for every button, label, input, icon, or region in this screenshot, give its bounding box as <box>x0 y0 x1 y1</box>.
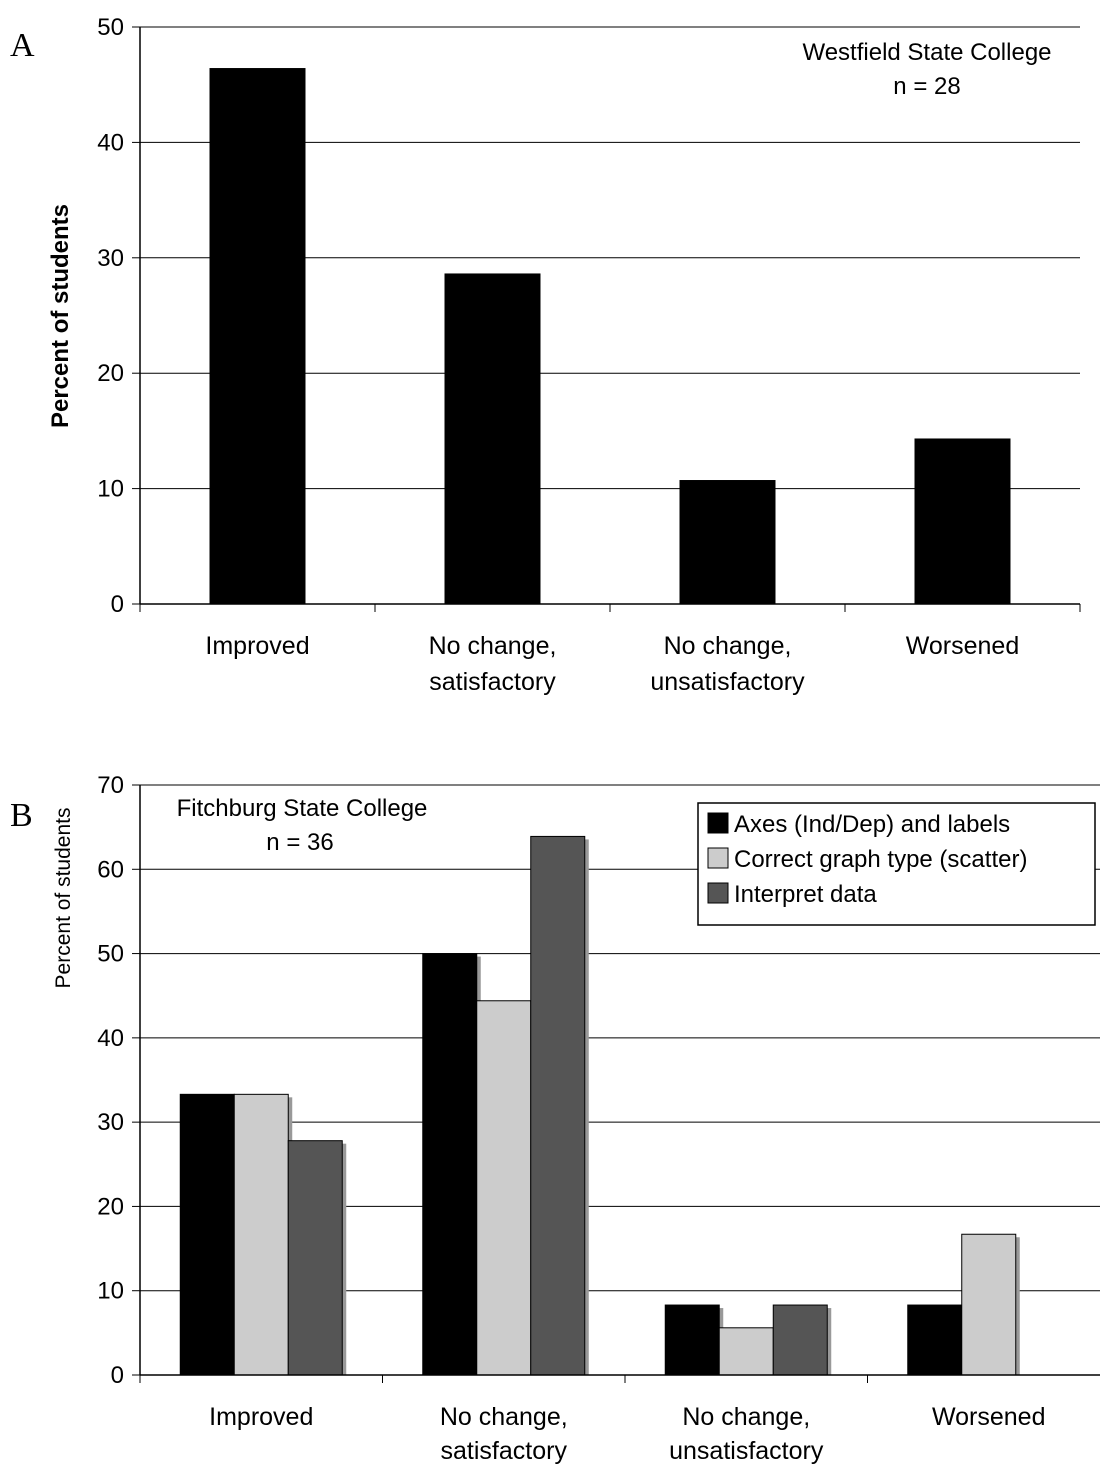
y-tick-labels-b: 0 10 20 30 40 50 60 70 <box>97 772 124 1389</box>
bar-3-1 <box>664 1304 720 1376</box>
y-tick-label: 10 <box>97 476 124 503</box>
y-tick-label: 20 <box>97 1193 124 1220</box>
y-tick-label: 40 <box>97 1025 124 1052</box>
y-tick-label: 30 <box>97 245 124 272</box>
legend-box <box>697 802 1096 926</box>
legend-swatch <box>707 812 729 834</box>
y-tick-label: 50 <box>97 941 124 968</box>
y-axis-label-b: Percent of students <box>52 808 75 989</box>
annotation-college-b: Fitchburg State College <box>177 795 428 822</box>
bar-2-1 <box>422 953 478 1376</box>
chart-a: A 0 10 20 30 40 50 Improved No change, satisfac… <box>10 14 1081 696</box>
bars-b <box>179 835 1020 1376</box>
bar-4-1 <box>914 438 1011 605</box>
x-tick-label: No change, <box>664 632 792 660</box>
x-tick-label: Improved <box>205 632 309 660</box>
bar-2-3 <box>530 835 586 1376</box>
y-tick-label: 30 <box>97 1109 124 1136</box>
axes-a <box>132 26 1081 612</box>
bar-3-1 <box>679 480 776 605</box>
y-tick-label: 70 <box>97 772 124 799</box>
bar-2-1 <box>444 273 541 605</box>
legend-b: Axes (Ind/Dep) and labels Correct graph t… <box>697 802 1096 926</box>
x-tick-label: satisfactory <box>429 668 556 696</box>
bar-1-2 <box>233 1093 289 1376</box>
x-tick-label: No change, <box>429 632 557 660</box>
panel-label-b: B <box>10 797 33 834</box>
legend-label: Axes (Ind/Dep) and labels <box>734 811 1010 838</box>
bar-4-1 <box>907 1304 963 1376</box>
y-tick-label: 50 <box>97 14 124 41</box>
bar-4-2 <box>961 1233 1017 1376</box>
y-tick-label: 40 <box>97 129 124 156</box>
y-tick-label: 60 <box>97 856 124 883</box>
bars-a <box>209 68 1011 605</box>
x-tick-label: Worsened <box>932 1403 1046 1431</box>
y-axis-label-a: Percent of students <box>47 204 74 428</box>
bar-1-1 <box>209 68 306 605</box>
x-tick-label: Worsened <box>906 632 1020 660</box>
x-tick-label: unsatisfactory <box>669 1437 824 1465</box>
y-tick-label: 20 <box>97 360 124 387</box>
legend-label: Correct graph type (scatter) <box>734 846 1027 873</box>
annotation-n-a: n = 28 <box>893 73 960 100</box>
panel-label-a: A <box>10 27 35 64</box>
x-tick-labels-a: Improved No change, satisfactory No change,… <box>205 632 1019 696</box>
legend-label: Interpret data <box>734 881 877 908</box>
annotation-college-a: Westfield State College <box>802 39 1051 66</box>
chart-b: B 0 10 20 30 40 50 60 70 Improved No change, sati… <box>10 772 1100 1465</box>
bar-1-1 <box>179 1093 235 1376</box>
legend-swatch <box>707 882 729 904</box>
x-tick-label: unsatisfactory <box>650 668 805 696</box>
annotation-n-b: n = 36 <box>266 829 333 856</box>
x-tick-label: Improved <box>209 1403 313 1431</box>
x-tick-labels-b: Improved No change, satisfactory No change,… <box>209 1403 1045 1465</box>
x-tick-label: No change, <box>440 1403 568 1431</box>
legend-swatch <box>707 847 729 869</box>
bar-3-2 <box>718 1327 774 1376</box>
bar-3-3 <box>772 1304 828 1376</box>
x-tick-label: satisfactory <box>441 1437 568 1465</box>
y-tick-label: 0 <box>111 591 124 618</box>
bar-2-2 <box>476 1000 532 1376</box>
y-tick-label: 10 <box>97 1278 124 1305</box>
y-tick-labels-a: 0 10 20 30 40 50 <box>97 14 124 618</box>
axes-b <box>132 784 1100 1383</box>
y-tick-label: 0 <box>111 1362 124 1389</box>
x-tick-label: No change, <box>682 1403 810 1431</box>
bar-1-3 <box>287 1140 343 1376</box>
